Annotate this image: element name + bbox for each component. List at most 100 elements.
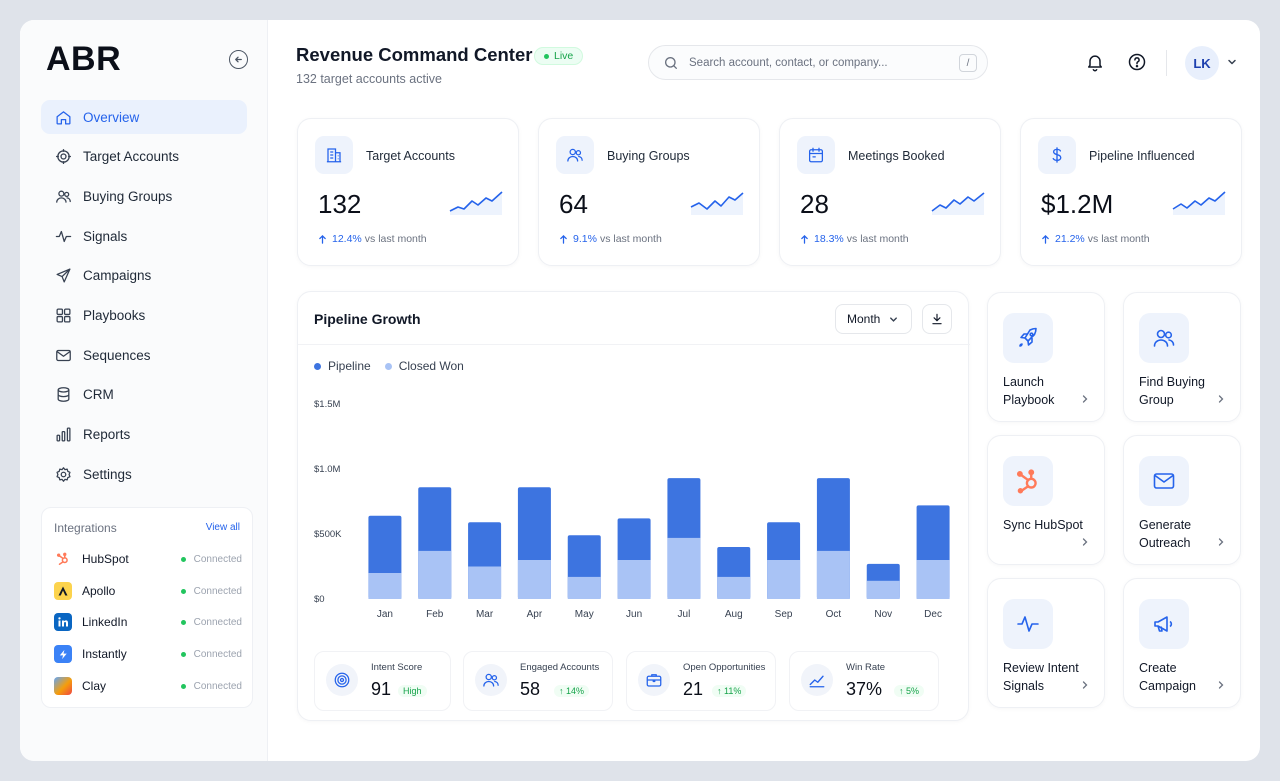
sidebar-item-target-accounts[interactable]: Target Accounts [41,140,247,174]
sparkline [449,191,503,215]
user-avatar[interactable]: LK [1185,46,1219,80]
kpi-delta: 12.4% vs last month [318,233,427,245]
sidebar-item-playbooks[interactable]: Playbooks [41,298,247,332]
kpi-card-buying-groups[interactable]: Buying Groups 64 9.1% vs last month [538,118,760,266]
action-find-buying-group[interactable]: Find Buying Group [1123,292,1241,422]
chart-legend: Pipeline Closed Won [314,359,478,373]
action-label: Review Intent Signals [1003,661,1079,693]
sidebar-item-label: Buying Groups [83,188,173,204]
search-icon [665,56,677,69]
chevron-right-icon [1218,538,1224,546]
integration-name: HubSpot [82,552,129,566]
sidebar-item-label: Signals [83,228,128,244]
sidebar-item-signals[interactable]: Signals [41,219,247,253]
action-sync-hubspot[interactable]: Sync HubSpot [987,435,1105,565]
x-tick-label: Aug [725,609,743,620]
sidebar-item-reports[interactable]: Reports [41,418,247,452]
sidebar-item-label: Playbooks [83,307,146,323]
action-create-campaign[interactable]: Create Campaign [1123,578,1241,708]
action-label: Create Campaign [1139,661,1196,693]
bar-closed-won-dec[interactable] [916,560,950,599]
trend-icon [801,664,833,696]
notifications-button[interactable] [1084,51,1106,73]
kpi-label: Pipeline Influenced [1089,149,1195,163]
download-button[interactable] [922,304,952,334]
action-label: Sync HubSpot [1003,518,1083,532]
linkedin-icon [54,613,72,631]
bar-closed-won-apr[interactable] [517,560,551,599]
sidebar-item-label: Sequences [83,347,151,363]
collapse-sidebar-button[interactable] [229,50,248,69]
radar-icon [326,664,358,696]
sidebar-item-campaigns[interactable]: Campaigns [41,259,247,293]
sidebar-item-crm[interactable]: CRM [41,378,247,412]
metric-card-open-opportunities: Open Opportunities 21 ↑ 11% [626,651,776,711]
integration-row-apollo[interactable]: Apollo Connected [54,580,242,602]
kpi-card-meetings-booked[interactable]: Meetings Booked 28 18.3% vs last month [779,118,1001,266]
kpi-value: 28 [800,189,829,219]
sidebar-item-sequences[interactable]: Sequences [41,338,247,372]
integration-row-linkedin[interactable]: LinkedIn Connected [54,611,242,633]
x-tick-label: Nov [874,609,892,620]
chevron-down-icon[interactable] [1226,56,1238,68]
action-label: Launch Playbook [1003,375,1055,407]
action-label: Generate Outreach [1139,518,1192,550]
activity-icon [1003,599,1053,649]
view-all-integrations-link[interactable]: View all [205,522,240,533]
integration-row-clay[interactable]: Clay Connected [54,675,242,697]
bar-closed-won-feb[interactable] [418,550,452,599]
metric-tag: ↑ 14% [554,685,590,697]
sidebar-item-buying-groups[interactable]: Buying Groups [41,179,247,213]
bar-closed-won-jul[interactable] [667,537,701,599]
sidebar-item-label: Overview [83,109,140,125]
kpi-delta: 18.3% vs last month [800,233,909,245]
sidebar-item-label: Settings [83,466,132,482]
activity-icon [54,227,72,245]
period-select[interactable]: Month [835,304,912,334]
kpi-label: Buying Groups [607,149,690,163]
integration-status: Connected [180,681,242,692]
sidebar-item-label: Target Accounts [83,149,180,165]
search-shortcut-key: / [959,54,977,72]
bell-icon [1088,55,1102,72]
search-input[interactable] [689,56,949,69]
kpi-label: Target Accounts [366,149,455,163]
arrow-up-icon [801,234,808,244]
x-tick-label: Oct [826,609,842,620]
bar-closed-won-jun[interactable] [617,560,651,599]
bar-closed-won-nov[interactable] [866,580,900,599]
chevron-right-icon [1082,395,1088,403]
integration-row-hubspot[interactable]: HubSpot Connected [54,548,242,570]
help-button[interactable] [1126,51,1148,73]
action-generate-outreach[interactable]: Generate Outreach [1123,435,1241,565]
metric-value: 91 [371,679,392,699]
integration-name: LinkedIn [82,615,128,629]
metric-label: Win Rate [846,662,886,673]
metric-label: Engaged Accounts [520,662,600,673]
bar-closed-won-aug[interactable] [717,576,751,599]
x-tick-label: Jul [678,609,691,620]
kpi-card-pipeline-influenced[interactable]: Pipeline Influenced $1.2M 21.2% vs last m… [1020,118,1242,266]
bar-closed-won-jan[interactable] [368,573,402,599]
action-launch-playbook[interactable]: Launch Playbook [987,292,1105,422]
bar-closed-won-mar[interactable] [468,566,502,600]
x-tick-label: Jun [626,609,642,620]
bar-closed-won-oct[interactable] [816,550,850,599]
integration-row-instantly[interactable]: Instantly Connected [54,643,242,665]
bar-closed-won-sep[interactable] [767,560,801,599]
sidebar-item-settings[interactable]: Settings [41,457,247,491]
kpi-card-target-accounts[interactable]: Target Accounts 132 12.4% vs last month [297,118,519,266]
integrations-panel: Integrations View all HubSpot Connected … [41,507,253,708]
pipeline-bar-chart: $0 $500K $1.0M $1.5M Jan Feb Mar Apr May Jun Jul Au… [314,399,950,620]
megaphone-icon [1139,599,1189,649]
action-review-intent-signals[interactable]: Review Intent Signals [987,578,1105,708]
integration-name: Clay [82,679,107,693]
clay-icon [54,677,72,695]
kpi-label: Meetings Booked [848,149,945,163]
bar-closed-won-may[interactable] [567,576,601,599]
sidebar-item-overview[interactable]: Overview [41,100,247,134]
y-tick-label: $0 [314,594,325,605]
x-tick-label: Feb [426,609,444,620]
chevron-right-icon [1218,395,1224,403]
apollo-icon [54,582,72,600]
